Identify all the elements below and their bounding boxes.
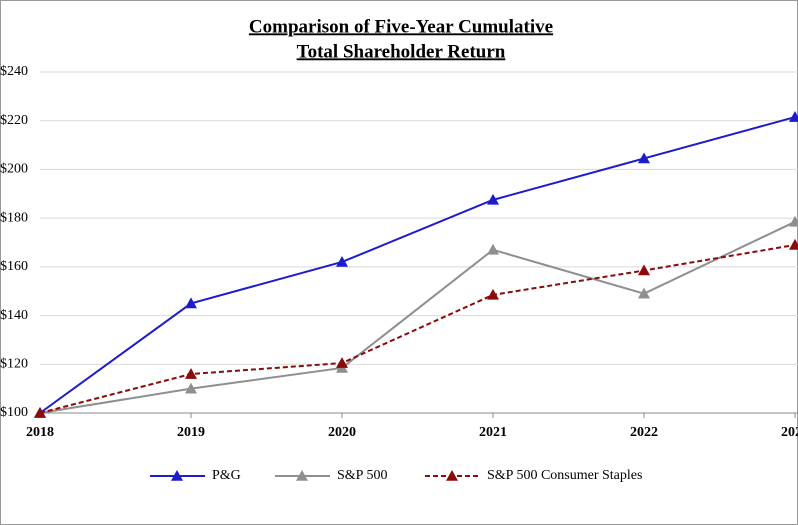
legend-label: P&G — [212, 468, 241, 483]
point-marker — [185, 382, 197, 394]
legend-marker — [296, 470, 308, 481]
point-marker — [185, 368, 197, 379]
x-tick-label: 2019 — [177, 425, 205, 440]
point-marker — [638, 264, 650, 276]
x-tick-label: 2023 — [781, 425, 798, 440]
point-marker — [336, 255, 348, 267]
point-marker — [789, 238, 798, 250]
y-tick-label: $240 — [0, 64, 28, 79]
legend-label: S&P 500 — [337, 468, 387, 483]
point-marker — [336, 357, 348, 368]
series-line — [39, 220, 796, 414]
chart-title: Total Shareholder Return — [297, 41, 506, 62]
x-tick-label: 2018 — [26, 425, 54, 440]
point-marker — [487, 243, 499, 255]
chart-title: Comparison of Five-Year Cumulative — [249, 16, 553, 37]
point-marker — [487, 288, 499, 300]
point-marker — [638, 152, 650, 164]
y-tick-label: $120 — [0, 357, 28, 372]
y-tick-label: $100 — [0, 405, 28, 420]
x-tick-label: 2020 — [328, 425, 356, 440]
series-line — [39, 243, 796, 414]
y-tick-label: $140 — [0, 308, 28, 323]
point-marker — [34, 407, 46, 418]
point-marker — [638, 287, 650, 299]
point-marker — [185, 297, 197, 309]
y-tick-label: $220 — [0, 113, 28, 128]
y-tick-label: $200 — [0, 162, 28, 177]
point-marker — [789, 215, 798, 227]
point-marker — [789, 111, 798, 122]
series-line — [39, 116, 796, 414]
y-tick-label: $180 — [0, 210, 28, 225]
x-tick-label: 2021 — [479, 425, 507, 440]
y-tick-label: $160 — [0, 259, 28, 274]
legend-marker — [171, 470, 183, 481]
x-tick-label: 2022 — [630, 425, 658, 440]
legend-marker — [446, 470, 458, 481]
legend-label: S&P 500 Consumer Staples — [487, 468, 642, 483]
point-marker — [487, 193, 499, 205]
